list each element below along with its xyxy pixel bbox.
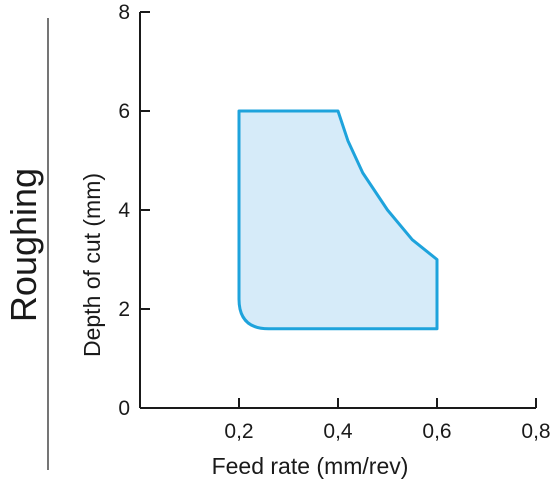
y-tick-label: 6	[118, 100, 130, 123]
x-axis-title: Feed rate (mm/rev)	[212, 453, 409, 479]
y-axis-title: Depth of cut (mm)	[79, 173, 105, 357]
plot-area	[237, 109, 439, 331]
y-tick-label: 8	[118, 1, 130, 24]
x-tick-label: 0,6	[422, 420, 451, 443]
x-tick-label: 0,8	[521, 420, 550, 443]
x-tick-label: 0,2	[224, 420, 253, 443]
operating-region	[237, 109, 439, 331]
side-label: Roughing	[3, 168, 44, 322]
y-tick-label: 0	[118, 397, 130, 420]
x-ticks: 0,2 0,4 0,6 0,8	[224, 398, 551, 443]
y-ticks: 0 2 4 6 8	[118, 1, 150, 420]
y-tick-label: 2	[118, 298, 130, 321]
x-tick-label: 0,4	[323, 420, 353, 443]
y-tick-label: 4	[118, 199, 130, 222]
